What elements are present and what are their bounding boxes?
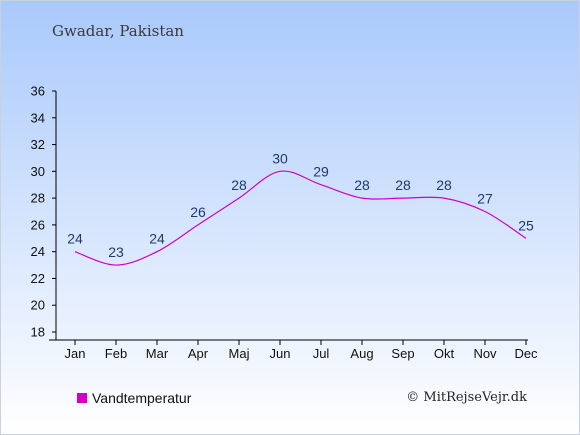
x-tick-label: Nov [473, 346, 497, 361]
series-line-0 [74, 170, 527, 266]
y-tick-label: 28 [31, 191, 45, 206]
legend: Vandtemperatur [77, 390, 191, 406]
y-tick-label: 30 [31, 164, 45, 179]
y-tick-label: 32 [31, 137, 45, 152]
data-label: 24 [67, 231, 83, 247]
x-tick-label: Apr [188, 346, 209, 361]
x-tick-label: Maj [229, 346, 250, 361]
data-label: 23 [108, 244, 124, 260]
x-tick-label: Okt [434, 346, 455, 361]
copyright-text: © MitRejseVejr.dk [406, 390, 527, 405]
data-label: 24 [149, 231, 165, 247]
y-tick-label: 36 [31, 84, 45, 99]
x-tick-label: Feb [105, 346, 127, 361]
x-tick-label: Jul [313, 346, 330, 361]
x-tick-label: Mar [146, 346, 169, 361]
y-tick-label: 24 [31, 244, 45, 259]
x-tick-label: Aug [350, 346, 373, 361]
data-label: 28 [231, 177, 247, 193]
legend-swatch [77, 393, 87, 403]
data-label: 28 [395, 177, 411, 193]
y-tick-label: 20 [31, 298, 45, 313]
legend-label: Vandtemperatur [92, 390, 192, 406]
y-tick-label: 26 [31, 217, 45, 232]
data-label: 25 [518, 217, 534, 233]
data-label: 27 [477, 191, 493, 207]
data-label: 29 [313, 164, 329, 180]
x-tick-label: Sep [391, 346, 414, 361]
data-label: 28 [436, 177, 452, 193]
data-label: 26 [190, 204, 206, 220]
x-tick-label: Jan [65, 346, 86, 361]
x-tick-label: Jun [270, 346, 291, 361]
data-label: 28 [354, 177, 370, 193]
data-label: 30 [272, 150, 288, 166]
y-tick-label: 34 [31, 110, 45, 125]
y-tick-label: 22 [31, 271, 45, 286]
y-tick-label: 18 [31, 325, 45, 340]
chart-title: Gwadar, Pakistan [52, 22, 184, 40]
x-tick-label: Dec [514, 346, 538, 361]
